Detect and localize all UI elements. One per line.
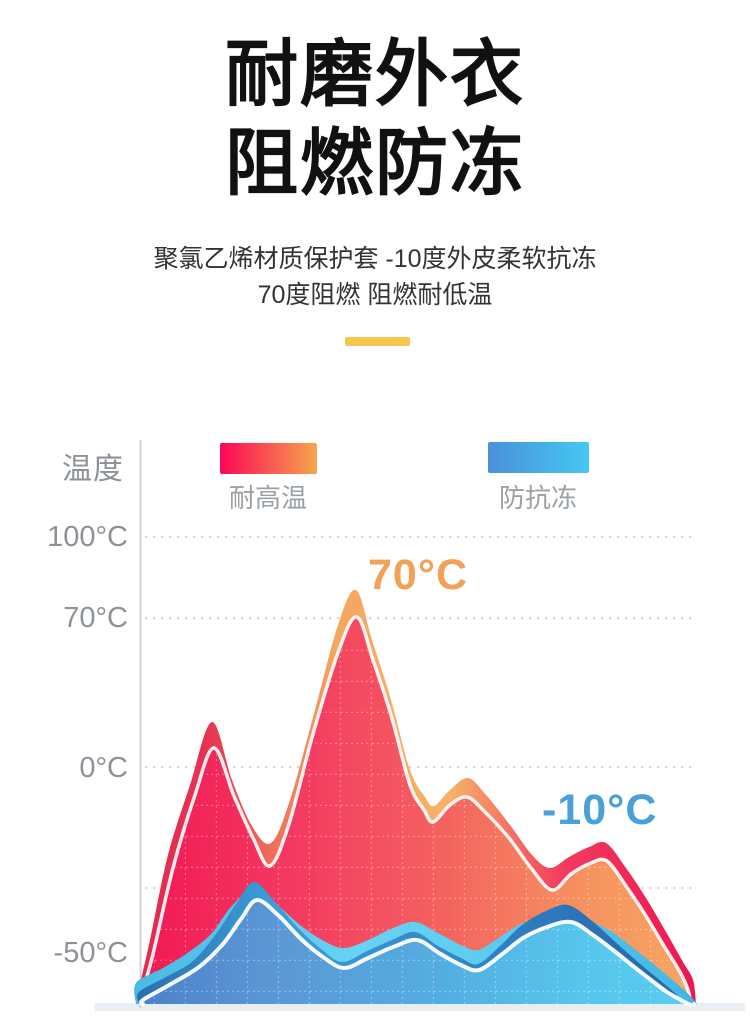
y-tick-70: 70°C — [63, 602, 128, 634]
legend-label-cold: 防抗冻 — [498, 483, 577, 513]
page-subtitle-line1: 聚氯乙烯材质保护套 -10度外皮柔软抗冻 — [153, 245, 597, 273]
y-tick-0: 0°C — [79, 752, 128, 784]
page-title: 耐磨外衣 阻燃防冻 — [0, 30, 750, 208]
legend-label-heat: 耐高温 — [228, 483, 307, 513]
y-tick-100: 100°C — [47, 521, 128, 553]
divider-bar — [345, 337, 410, 346]
series-cold-edge-line — [138, 898, 696, 1008]
annotation-cold-minus10c: -10°C — [542, 786, 658, 834]
x-axis-baseline — [95, 1003, 745, 1011]
page-subtitle: 聚氯乙烯材质保护套 -10度外皮柔软抗冻 70度阻燃 阻燃耐低温 — [0, 241, 750, 313]
annotation-hot-70c: 70°C — [368, 551, 469, 599]
series-cold-mesh — [140, 899, 694, 1006]
y-tick-minus50: -50°C — [53, 937, 128, 969]
page-title-line1: 耐磨外衣 — [225, 34, 525, 115]
legend-swatch-cold — [488, 442, 589, 473]
y-axis-title: 温度 — [62, 453, 124, 486]
series-heat-edge-line — [140, 615, 693, 1006]
legend-swatch-heat — [220, 443, 317, 474]
page-subtitle-line2: 70度阻燃 阻燃耐低温 — [257, 281, 493, 309]
page-title-line2: 阻燃防冻 — [225, 123, 525, 204]
